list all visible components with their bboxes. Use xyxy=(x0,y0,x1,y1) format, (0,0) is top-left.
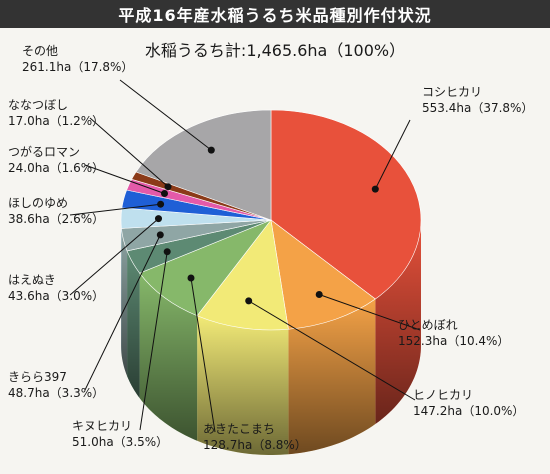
leader-line-ヒノヒカリ xyxy=(248,300,416,401)
slice-その他 xyxy=(135,109,272,221)
leader-line-きらら397 xyxy=(84,234,161,391)
side-wall-shade-きらら397 xyxy=(121,228,128,376)
leader-dot-その他 xyxy=(207,146,215,154)
slice-name: あきたこまち xyxy=(203,422,276,436)
leader-dot-あきたこまち xyxy=(187,274,195,282)
slice-value: 147.2ha（10.0%） xyxy=(413,404,525,418)
slice-label-つがるロマン: つがるロマン 24.0ha（1.6%） xyxy=(8,144,104,176)
slice-value: 152.3ha（10.4%） xyxy=(398,334,510,348)
slice-value: 43.6ha（3.0%） xyxy=(8,289,105,303)
slice-value: 261.1ha（17.8%） xyxy=(22,60,134,74)
slice-name: ほしのゆめ xyxy=(8,196,69,210)
slice-value: 128.7ha（8.8%） xyxy=(203,438,307,452)
slice-label-ひとめぼれ: ひとめぼれ 152.3ha（10.4%） xyxy=(398,317,509,349)
leader-line-ほしのゆめ xyxy=(69,203,161,216)
slice-あきたこまち xyxy=(139,219,272,317)
slice-label-キヌヒカリ: キヌヒカリ 51.0ha（3.5%） xyxy=(72,418,168,450)
total-label: 水稲うるち計:1,465.6ha（100%） xyxy=(144,41,406,60)
chart-title: 平成16年産水稲うるち米品種別作付状況 xyxy=(0,0,550,28)
leader-line-あきたこまち xyxy=(190,277,216,433)
slice-value: 24.0ha（1.6%） xyxy=(8,161,105,175)
slice-label-コシヒカリ: コシヒカリ 553.4ha（37.8%） xyxy=(422,84,533,116)
leader-line-ななつぼし xyxy=(89,117,169,188)
leader-dot-ヒノヒカリ xyxy=(245,297,253,305)
slice-label-ほしのゆめ: ほしのゆめ 38.6ha（2.6%） xyxy=(8,195,104,227)
leader-dot-きらら397 xyxy=(156,231,164,239)
side-wall-shade-ヒノヒカリ xyxy=(197,315,289,455)
slice-name: その他 xyxy=(22,44,59,58)
leader-dot-ほしのゆめ xyxy=(157,200,165,208)
leader-dot-ななつぼし xyxy=(164,183,172,191)
leader-line-つがるロマン xyxy=(84,164,165,194)
slice-ひとめぼれ xyxy=(270,219,376,330)
leader-line-コシヒカリ xyxy=(374,119,411,190)
slice-label-ヒノヒカリ: ヒノヒカリ 147.2ha（10.0%） xyxy=(413,387,524,419)
slice-value: 17.0ha（1.2%） xyxy=(8,114,105,128)
slice-コシヒカリ xyxy=(270,109,422,300)
slice-value: 51.0ha（3.5%） xyxy=(72,435,169,449)
slice-name: コシヒカリ xyxy=(422,85,483,99)
leader-line-ひとめぼれ xyxy=(319,294,421,331)
slice-value: 38.6ha（2.6%） xyxy=(8,212,105,226)
leader-line-その他 xyxy=(119,79,212,151)
slice-label-その他: その他 261.1ha（17.8%） xyxy=(22,43,133,75)
leader-dot-ひとめぼれ xyxy=(315,291,323,298)
slice-value: 553.4ha（37.8%） xyxy=(422,101,534,115)
side-wall-shade-あきたこまち xyxy=(139,273,198,441)
slice-name: つがるロマン xyxy=(8,145,81,159)
slice-name: ひとめぼれ xyxy=(398,318,458,332)
slice-ヒノヒカリ xyxy=(196,219,289,331)
slice-name: ななつぼし xyxy=(8,98,69,112)
slice-label-ななつぼし: ななつぼし 17.0ha（1.2%） xyxy=(8,97,104,129)
leader-dot-キヌヒカリ xyxy=(163,248,171,256)
slice-label-あきたこまち: あきたこまち 128.7ha（8.8%） xyxy=(203,421,307,453)
leader-dot-つがるロマン xyxy=(161,190,168,197)
slice-label-きらら397: きらら397 48.7ha（3.3%） xyxy=(8,369,104,401)
slice-name: はえぬき xyxy=(8,273,56,287)
leader-line-キヌヒカリ xyxy=(139,251,168,431)
slice-name: きらら397 xyxy=(8,370,67,384)
slice-name: キヌヒカリ xyxy=(72,419,133,433)
slice-name: ヒノヒカリ xyxy=(413,388,474,402)
slice-label-はえぬき: はえぬき 43.6ha（3.0%） xyxy=(8,272,104,304)
side-wall-shade-キヌヒカリ xyxy=(127,250,140,399)
leader-dot-はえぬき xyxy=(155,215,162,223)
slice-value: 48.7ha（3.3%） xyxy=(8,386,105,400)
leader-dot-コシヒカリ xyxy=(371,185,379,193)
leader-line-はえぬき xyxy=(69,218,159,296)
